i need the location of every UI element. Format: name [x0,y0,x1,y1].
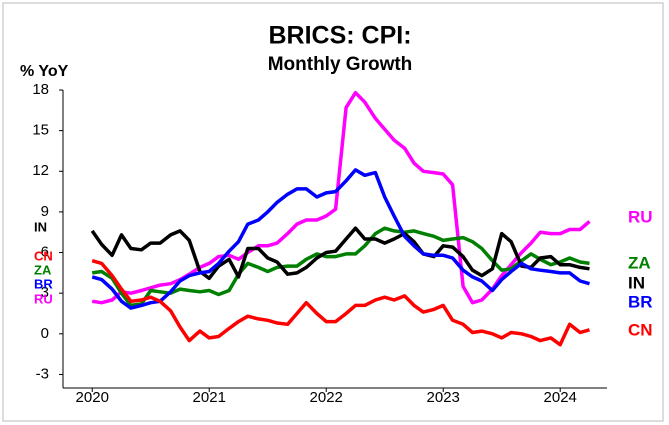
x-tick-label: 2024 [544,389,577,406]
y-tick-label: 3 [41,284,49,301]
series-start-label: ZA [34,262,52,277]
y-tick-label: 6 [41,244,49,261]
series-end-label: RU [628,207,653,226]
series-start-label: IN [34,219,47,234]
series-line [90,226,590,281]
series-start-label: CN [34,248,53,263]
x-tick-label: 2021 [193,389,226,406]
series-end-label: BR [628,292,653,311]
x-tick-label: 2023 [427,389,460,406]
series-end-label: IN [628,273,645,292]
series-end-label: ZA [628,253,651,272]
series-line [91,226,590,308]
x-tick-label: 2020 [76,389,109,406]
y-tick-label: 18 [32,81,49,98]
y-tick-label: 15 [32,122,49,139]
series-start-label: BR [34,276,53,291]
series-line [91,259,590,347]
x-tick-label: 2022 [310,389,343,406]
y-tick-label: 0 [41,325,49,342]
chart-title: BRICS: CPI: [268,22,411,50]
chart-subtitle: Monthly Growth [268,54,413,75]
series-line [91,168,590,310]
y-tick-label: 12 [32,162,49,179]
series-end-label: CN [628,320,653,339]
y-axis-label: % YoY [20,63,69,80]
y-tick-label: -3 [36,365,49,382]
y-tick-label: 9 [41,203,49,220]
series-start-label: RU [34,291,53,306]
